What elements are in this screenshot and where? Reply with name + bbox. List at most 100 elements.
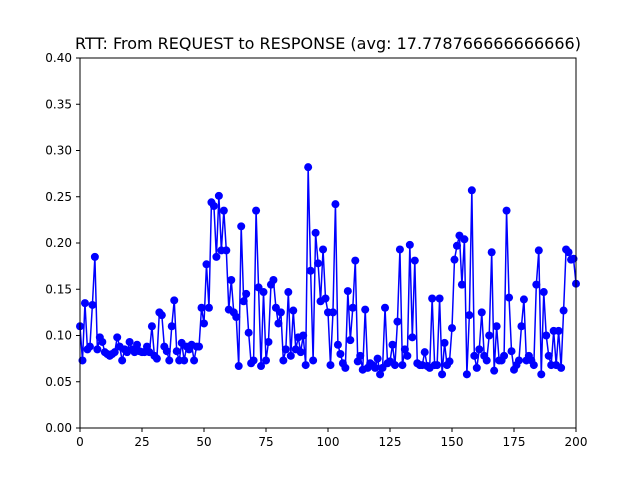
data-point (450, 255, 459, 264)
data-point (532, 280, 541, 289)
data-point (452, 241, 461, 250)
data-point (537, 370, 546, 379)
y-tick-label: 0.05 (45, 375, 72, 389)
data-point (279, 356, 288, 365)
x-tick-label: 0 (76, 435, 84, 449)
data-point (445, 357, 454, 366)
data-point (133, 340, 142, 349)
data-point (197, 303, 206, 312)
y-tick-label: 0.40 (45, 51, 72, 65)
data-point (381, 303, 390, 312)
data-point (311, 228, 320, 237)
x-tick-label: 175 (503, 435, 526, 449)
y-tick-label: 0.20 (45, 236, 72, 250)
data-point (341, 363, 350, 372)
data-point (259, 288, 268, 297)
data-point (376, 370, 385, 379)
data-point (440, 338, 449, 347)
data-point (400, 345, 409, 354)
data-point (333, 340, 342, 349)
data-point (209, 202, 218, 210)
data-point (502, 206, 511, 215)
data-point (420, 348, 429, 357)
data-point (398, 361, 407, 370)
data-point (234, 362, 243, 371)
data-point (492, 322, 501, 331)
data-point (529, 361, 538, 370)
data-point (331, 200, 340, 209)
data-point (306, 266, 315, 275)
data-point (410, 256, 419, 265)
data-point (284, 288, 293, 297)
data-point (264, 337, 273, 346)
data-point (167, 322, 176, 331)
data-point (304, 163, 313, 172)
y-tick-label: 0.10 (45, 329, 72, 343)
data-point (505, 293, 514, 302)
y-tick-label: 0.30 (45, 144, 72, 158)
data-point (328, 308, 337, 317)
data-point (457, 280, 466, 289)
data-point (212, 252, 221, 261)
data-point (519, 295, 528, 304)
x-tick-label: 25 (134, 435, 149, 449)
x-tick-label: 200 (565, 435, 588, 449)
data-point (373, 354, 382, 363)
y-tick-label: 0.15 (45, 282, 72, 296)
data-point (356, 351, 365, 360)
data-point (289, 306, 298, 315)
data-point (460, 235, 469, 244)
data-point (403, 351, 412, 360)
data-point (514, 356, 523, 365)
x-tick-label: 75 (258, 435, 273, 449)
data-point (467, 186, 476, 195)
data-point (472, 363, 481, 372)
data-point (336, 350, 345, 358)
data-point (348, 303, 357, 312)
data-point (388, 340, 397, 349)
data-point (490, 366, 499, 375)
data-point (242, 289, 251, 298)
data-point (559, 306, 568, 315)
data-point (507, 347, 516, 356)
data-point (222, 246, 231, 255)
y-tick-label: 0.25 (45, 190, 72, 204)
axes-frame (79, 57, 577, 429)
data-point (152, 354, 161, 363)
data-point (110, 348, 119, 357)
data-point (390, 361, 399, 370)
data-point (162, 347, 171, 356)
data-point (554, 326, 563, 335)
data-point (470, 351, 479, 360)
data-point (249, 356, 258, 365)
data-point (93, 345, 102, 354)
data-point (244, 328, 253, 337)
data-point (252, 206, 261, 215)
data-point (257, 362, 266, 371)
data-point (281, 345, 290, 354)
data-point (147, 322, 156, 331)
plot-area (76, 163, 580, 379)
data-point (361, 305, 370, 314)
data-point (321, 294, 330, 303)
data-point (180, 356, 189, 365)
data-point (299, 331, 308, 340)
data-point (544, 351, 553, 360)
data-point (433, 361, 442, 370)
data-point (262, 356, 270, 365)
data-point (237, 222, 246, 231)
data-point (351, 256, 360, 265)
data-point (395, 245, 404, 254)
data-point (80, 299, 89, 308)
data-point (534, 246, 543, 255)
chart-title: RTT: From REQUEST to RESPONSE (avg: 17.7… (75, 34, 581, 53)
data-point (462, 370, 471, 379)
data-point (485, 331, 494, 340)
data-point (314, 259, 323, 268)
data-point (477, 308, 486, 317)
data-point (465, 311, 474, 320)
data-point (172, 347, 181, 356)
data-point (301, 361, 310, 370)
x-tick-label: 100 (317, 435, 340, 449)
